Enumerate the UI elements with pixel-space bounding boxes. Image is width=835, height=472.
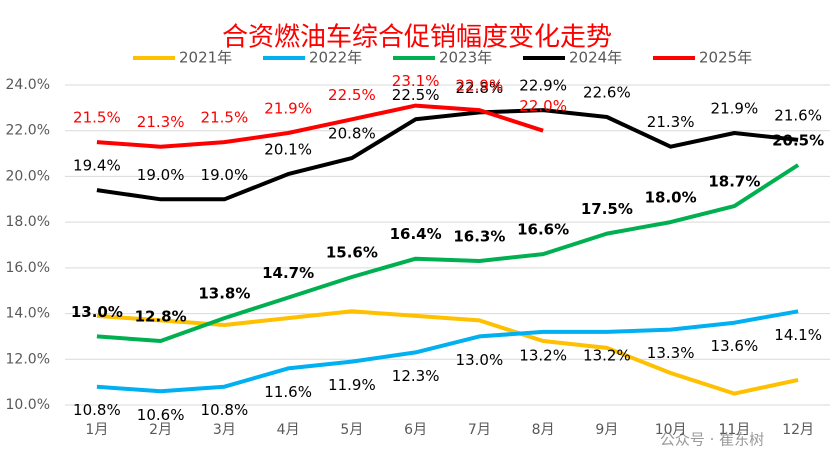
data-label: 13.6% [711, 337, 759, 355]
y-tick-label: 20.0% [6, 168, 50, 184]
chart-title: 合资燃油车综合促销幅度变化走势 [222, 23, 612, 53]
x-tick-label: 9月 [595, 422, 618, 438]
series-line [96, 309, 799, 394]
series-line [96, 163, 800, 343]
data-label: 15.6% [326, 244, 378, 262]
legend-label: 2021年 [179, 49, 232, 67]
data-label: 13.0% [456, 351, 504, 369]
series-line [96, 108, 799, 202]
data-label: 13.3% [647, 344, 695, 362]
data-label: 14.7% [262, 264, 314, 282]
data-label: 16.3% [453, 228, 505, 246]
y-tick-label: 14.0% [6, 306, 50, 322]
y-tick-label: 16.0% [6, 260, 50, 276]
data-label: 12.8% [135, 308, 187, 326]
data-label: 21.9% [711, 100, 759, 118]
data-label: 22.0% [519, 97, 567, 115]
data-label: 10.8% [201, 401, 249, 419]
data-label: 13.8% [198, 285, 250, 303]
data-label: 22.5% [328, 86, 376, 104]
data-label: 10.6% [137, 406, 185, 424]
data-label: 10.8% [73, 401, 121, 419]
data-label: 16.4% [390, 225, 442, 243]
data-label: 20.1% [264, 141, 312, 159]
data-label: 21.5% [201, 109, 249, 127]
data-label: 12.3% [392, 367, 440, 385]
x-tick-label: 11月 [718, 422, 750, 438]
data-label: 11.9% [328, 376, 376, 394]
data-label: 11.6% [264, 383, 312, 401]
data-label: 13.2% [583, 346, 631, 364]
y-tick-label: 22.0% [6, 123, 50, 139]
data-label: 22.9% [456, 77, 504, 95]
y-tick-label: 12.0% [6, 351, 50, 367]
data-label: 21.5% [73, 109, 121, 127]
x-tick-label: 3月 [213, 422, 236, 438]
x-tick-label: 2月 [149, 422, 172, 438]
data-label: 21.9% [264, 100, 312, 118]
data-label: 13.2% [519, 346, 567, 364]
data-label: 19.4% [73, 157, 121, 175]
data-label: 21.3% [647, 113, 695, 131]
data-label: 16.6% [517, 221, 569, 239]
x-tick-label: 8月 [532, 422, 555, 438]
data-label: 20.5% [772, 132, 824, 150]
y-tick-label: 18.0% [6, 214, 50, 230]
x-tick-label: 4月 [277, 422, 300, 438]
y-tick-label: 10.0% [6, 397, 50, 413]
x-tick-label: 6月 [404, 422, 427, 438]
legend-label: 2025年 [699, 49, 752, 67]
x-tick-label: 5月 [340, 422, 363, 438]
data-label: 21.3% [137, 113, 185, 131]
data-label: 17.5% [581, 200, 633, 218]
x-tick-label: 1月 [85, 422, 108, 438]
data-label: 18.7% [708, 173, 760, 191]
x-tick-label: 7月 [468, 422, 491, 438]
data-label: 22.5% [392, 86, 440, 104]
data-label: 22.9% [519, 77, 567, 95]
x-tick-label: 10月 [655, 422, 687, 438]
data-label: 20.8% [328, 125, 376, 143]
data-label: 22.6% [583, 84, 631, 102]
series-line [96, 309, 799, 396]
data-label: 19.0% [137, 166, 185, 184]
x-tick-label: 12月 [782, 422, 814, 438]
data-label: 18.0% [645, 189, 697, 207]
watermark: 公众号 · 崔东树 [660, 431, 764, 449]
data-label: 21.6% [774, 106, 822, 124]
data-label: 13.0% [71, 303, 123, 321]
y-tick-label: 24.0% [6, 77, 50, 93]
data-label: 23.1% [392, 72, 440, 90]
data-label: 19.0% [201, 166, 249, 184]
data-label: 14.1% [774, 326, 822, 344]
legend-label: 2022年 [309, 49, 362, 67]
legend-label: 2023年 [439, 49, 492, 67]
data-label: 22.8% [456, 79, 504, 97]
legend-label: 2024年 [569, 49, 622, 67]
series-line [96, 103, 544, 149]
